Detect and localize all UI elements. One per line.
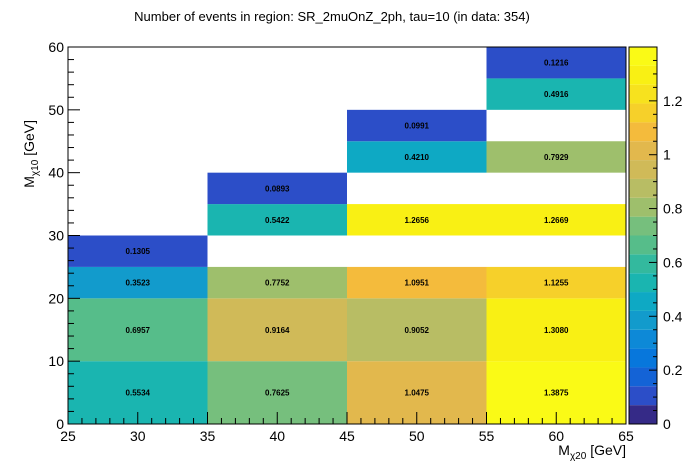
heatmap-cell [68,235,208,267]
colorbar-segment [629,405,657,424]
x-axis: 25 30 35 40 45 50 55 60 65 [60,412,634,444]
heatmap-cell [68,266,208,299]
cell-value-label: 0.0893 [265,184,290,193]
colorbar-segment [629,160,657,179]
colorbar-segment [629,235,657,255]
colorbar-segment [629,47,657,66]
y-axis: 0 10 20 30 40 50 60 [48,39,80,432]
x-axis-label-unit: [GeV] [586,442,626,458]
x-tick-label: 40 [269,428,285,444]
cell-value-label: 0.5422 [265,216,290,225]
heatmap-cell [347,298,487,362]
cell-value-label: 0.9164 [265,326,290,335]
heatmap-cell [486,141,626,173]
y-axis-label-main: M [21,176,37,188]
colorbar: 0 0.2 0.4 0.6 0.8 1 1.2 [628,46,683,432]
y-tick-label: 50 [48,102,64,118]
cell-value-label: 0.7752 [265,279,290,288]
cell-value-label: 1.2656 [405,216,430,225]
y-tick-label: 10 [48,353,64,369]
colorbar-segment [629,197,657,217]
cell-value-label: 0.3523 [126,279,151,288]
cell-value-label: 1.0475 [405,389,430,398]
cell-value-label: 0.5534 [126,389,151,398]
colorbar-segment [629,103,657,123]
y-tick-label: 40 [48,165,64,181]
heatmap-cell [347,266,487,299]
colorbar-segment [629,310,657,330]
colorbar-segment [629,65,657,85]
heatmap-cell [207,204,347,236]
colorbar-segment [629,122,657,142]
cell-value-label: 1.3875 [544,389,569,398]
x-tick-label: 30 [130,428,146,444]
x-tick-label: 60 [548,428,564,444]
colorbar-segment [629,348,657,368]
cell-value-label: 0.4916 [544,90,569,99]
heatmap-cell [207,172,347,205]
cell-value-label: 0.9052 [405,326,430,335]
chart-title: Number of events in region: SR_2muOnZ_2p… [134,9,530,24]
cell-value-label: 0.1305 [126,247,151,256]
colorbar-tick-label: 0.8 [663,201,683,217]
x-axis-label: Mχ20 [GeV] [558,442,626,462]
cell-value-label: 0.0991 [405,122,430,131]
heatmap-cell [68,298,208,362]
colorbar-segment [629,216,657,236]
x-tick-label: 50 [409,428,425,444]
heatmap-cell [347,141,487,173]
cell-value-label: 1.1255 [544,279,569,288]
colorbar-segment [629,273,657,293]
y-tick-label: 0 [56,416,64,432]
cell-value-label: 0.7929 [544,153,569,162]
heatmap-cell-labels: 0.5534 0.6957 0.3523 0.1305 0.7625 0.9164 0.77… [126,59,570,398]
cell-value-label: 1.2669 [544,216,569,225]
colorbar-segment [629,329,657,349]
colorbar-segment [629,84,657,104]
y-axis-label-unit: [GeV] [21,120,37,160]
cell-value-label: 0.6957 [126,326,151,335]
heatmap-cell [207,298,347,362]
y-tick-label: 60 [48,39,64,55]
y-tick-label: 30 [48,228,64,244]
x-tick-label: 55 [479,428,495,444]
cell-value-label: 1.3080 [544,326,569,335]
cell-value-label: 0.7625 [265,389,290,398]
x-tick-label: 65 [618,428,634,444]
colorbar-segment [629,178,657,198]
heatmap-cell [207,266,347,299]
colorbar-tick-label: 0.2 [663,362,683,378]
colorbar-segment [629,141,657,161]
heatmap-cell [486,78,626,110]
y-tick-label: 20 [48,290,64,306]
cell-value-label: 1.0951 [405,279,430,288]
heatmap-cell [486,266,626,299]
x-tick-label: 35 [200,428,216,444]
colorbar-segment [629,254,657,274]
heatmap-cell [347,109,487,142]
colorbar-tick-label: 0.6 [663,254,683,270]
heatmap-cell [486,204,626,236]
colorbar-segment [629,292,657,311]
cell-value-label: 0.1216 [544,59,569,68]
x-tick-label: 45 [339,428,355,444]
colorbar-segment [629,367,657,387]
y-axis-label: Mχ10 [GeV] [21,120,41,188]
x-tick-label: 25 [60,428,76,444]
heatmap-cell [347,204,487,236]
colorbar-tick-label: 1 [663,147,671,163]
x-axis-label-main: M [558,442,570,458]
colorbar-tick-label: 0.4 [663,308,683,324]
heatmap-cells [68,47,626,424]
cell-value-label: 0.4210 [405,153,430,162]
colorbar-segment [629,386,657,406]
heatmap-cell [486,298,626,362]
x-axis-label-subscript: χ20 [570,451,587,462]
y-axis-label-subscript: χ10 [30,159,41,176]
colorbar-tick-label: 0 [663,416,671,432]
heatmap-cell [486,47,626,79]
colorbar-tick-label: 1.2 [663,93,683,109]
